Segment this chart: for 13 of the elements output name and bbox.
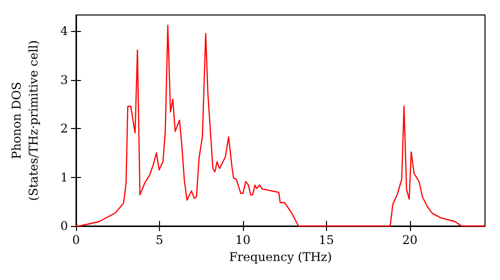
x-axis-title: Frequency (THz): [229, 250, 332, 264]
y-tick-label: 2: [60, 122, 68, 136]
y-tick-label: 3: [60, 72, 68, 87]
x-tick-label: 20: [402, 233, 418, 247]
line-series: [75, 24, 486, 227]
x-tick-label: 10: [235, 233, 251, 247]
y-tick-label: 0: [60, 219, 68, 233]
x-tick-label: 5: [156, 233, 164, 247]
x-tick-label: 0: [72, 233, 80, 247]
y-tick-label: 4: [60, 24, 68, 38]
y-axis-title: Phonon DOS (States/THz·primitive cell): [10, 40, 40, 201]
y-tick-label: 1: [60, 170, 68, 184]
x-tick-label: 15: [318, 233, 334, 247]
